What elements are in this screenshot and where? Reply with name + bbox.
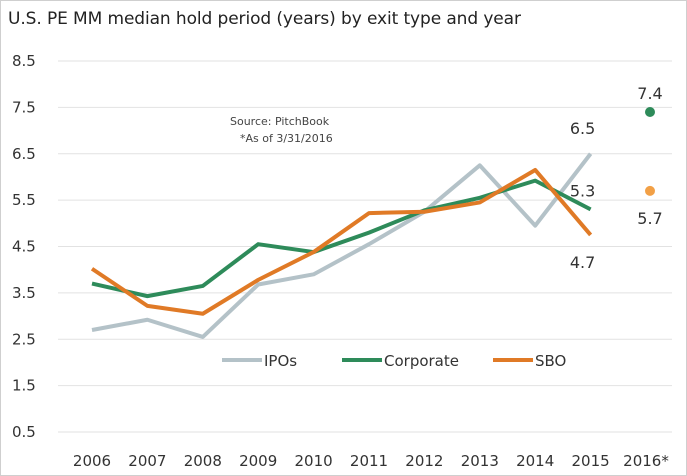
legend-label-corporate: Corporate bbox=[384, 352, 459, 370]
x-tick-label: 2008 bbox=[184, 452, 222, 470]
data-label: 4.7 bbox=[570, 253, 595, 272]
y-tick-label: 1.5 bbox=[12, 377, 36, 395]
source-text: Source: PitchBook bbox=[230, 115, 330, 128]
y-tick-label: 8.5 bbox=[12, 52, 36, 70]
points-2016 bbox=[645, 107, 655, 196]
legend: IPOs Corporate SBO bbox=[222, 352, 566, 370]
series-lines bbox=[90, 152, 593, 339]
data-label: 5.3 bbox=[570, 181, 595, 200]
x-tick-label: 2010 bbox=[295, 452, 333, 470]
series-line-corporate bbox=[91, 178, 592, 299]
data-label: 7.4 bbox=[637, 84, 662, 103]
x-axis: 2006 2007 2008 2009 2010 2011 2012 2013 2014 2015… bbox=[73, 452, 669, 470]
x-tick-label: 2016* bbox=[623, 452, 669, 470]
point-2016-sbo bbox=[645, 185, 655, 196]
y-tick-label: 4.5 bbox=[12, 238, 36, 256]
y-tick-label: 5.5 bbox=[12, 191, 36, 209]
x-tick-label: 2006 bbox=[73, 452, 111, 470]
x-tick-label: 2013 bbox=[461, 452, 499, 470]
y-tick-label: 6.5 bbox=[12, 145, 36, 163]
as-of-note: *As of 3/31/2016 bbox=[240, 132, 333, 145]
legend-label-ipos: IPOs bbox=[264, 352, 297, 370]
x-tick-label: 2007 bbox=[128, 452, 166, 470]
x-tick-label: 2009 bbox=[239, 452, 277, 470]
legend-label-sbo: SBO bbox=[535, 352, 566, 370]
y-tick-label: 0.5 bbox=[12, 423, 36, 441]
y-tick-label: 3.5 bbox=[12, 284, 36, 302]
series-line-ipos bbox=[91, 152, 593, 339]
x-tick-label: 2011 bbox=[350, 452, 388, 470]
y-tick-label: 2.5 bbox=[12, 330, 36, 348]
x-tick-label: 2015 bbox=[572, 452, 610, 470]
y-axis: 8.5 7.5 6.5 5.5 4.5 3.5 2.5 1.5 0.5 bbox=[12, 52, 36, 441]
x-tick-label: 2014 bbox=[516, 452, 554, 470]
x-tick-label: 2012 bbox=[405, 452, 443, 470]
y-tick-label: 7.5 bbox=[12, 98, 36, 116]
data-label: 5.7 bbox=[637, 209, 662, 228]
gridlines bbox=[58, 60, 672, 433]
series-line-sbo bbox=[90, 167, 593, 316]
source-note: Source: PitchBook *As of 3/31/2016 bbox=[230, 115, 333, 145]
data-labels: 6.5 5.3 4.7 7.4 5.7 bbox=[570, 84, 663, 272]
data-label: 6.5 bbox=[570, 119, 595, 138]
chart-title: U.S. PE MM median hold period (years) by… bbox=[8, 9, 521, 29]
point-2016-corporate bbox=[645, 107, 655, 118]
